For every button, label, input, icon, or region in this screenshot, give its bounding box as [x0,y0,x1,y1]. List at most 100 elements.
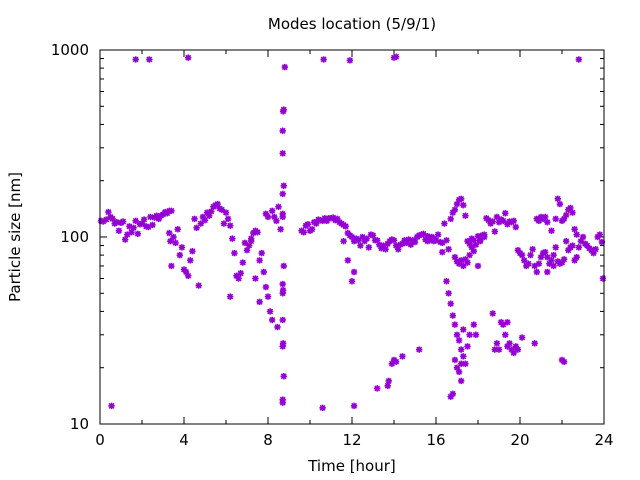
data-point [573,231,580,238]
data-point [140,216,148,223]
data-point [260,268,267,276]
data-point [115,227,123,234]
data-point [384,382,391,390]
data-point [399,353,406,360]
data-points [97,53,607,412]
data-point [476,237,484,244]
data-point [187,257,194,264]
data-point [544,218,551,226]
data-point [470,321,477,328]
data-point [220,220,228,227]
data-point [434,231,442,238]
data-point [266,308,274,315]
y-axis-label: Particle size [nm] [6,172,24,302]
data-point [191,215,198,223]
data-point [350,268,358,276]
data-point [462,212,469,219]
data-point [474,262,482,270]
data-point [449,312,456,319]
data-point [518,334,526,341]
data-point [489,218,496,225]
data-point [563,211,570,219]
data-point [493,340,501,347]
data-point [525,260,532,267]
data-point [464,343,471,350]
data-point [280,182,287,189]
data-point [350,402,358,410]
data-point [510,217,517,225]
data-point [147,213,154,221]
y-tick-label: 1000 [51,41,89,59]
chart-title: Modes location (5/9/1) [268,15,436,33]
data-point [569,242,576,249]
data-point [392,53,400,60]
y-tick-label: 100 [60,228,89,246]
data-point [458,346,465,353]
data-point [453,331,461,338]
data-point [531,340,538,347]
data-point [218,206,225,213]
data-point [348,278,356,285]
data-point [466,251,473,259]
data-point [132,56,139,63]
axis-ticks: 0 4 8 12 16 20 24 10 100 1000 [51,41,614,449]
data-point [363,235,370,242]
data-point [518,251,526,259]
data-point [262,210,270,218]
data-point [342,223,349,230]
data-point [134,230,141,238]
data-point [264,293,272,300]
data-point [176,251,183,259]
data-point [443,237,450,244]
data-point [575,244,582,251]
data-point [201,216,209,224]
data-point [130,224,137,231]
data-point [279,190,286,198]
data-point [464,259,471,266]
data-point [447,300,454,307]
data-point [239,259,246,266]
data-point [599,275,607,282]
data-point [193,224,200,231]
data-point [122,236,129,243]
data-point [279,127,286,134]
data-point [596,231,603,238]
data-point [449,390,456,398]
data-point [274,323,281,331]
data-point [548,257,555,264]
data-point [279,340,287,347]
data-point [308,226,316,233]
data-point [550,251,557,259]
data-point [430,237,438,245]
data-point [411,238,419,246]
data-point [552,244,559,251]
data-point [481,233,488,241]
data-point [460,353,467,360]
data-point [340,237,347,245]
data-point [300,229,307,236]
data-point [489,310,496,317]
data-point [390,237,398,244]
data-point [451,321,459,328]
data-point [550,262,557,270]
data-point [385,377,392,385]
data-point [279,210,286,218]
data-point [189,247,196,255]
data-point [424,237,431,245]
data-point [279,316,286,324]
data-point [231,249,238,257]
data-point [552,215,559,223]
data-point [369,232,377,239]
data-point [573,253,580,261]
x-tick-label: 24 [594,431,613,449]
data-point [529,246,536,253]
data-point [451,356,459,364]
data-point [146,56,153,63]
data-point [382,246,389,253]
data-point [374,385,381,392]
x-axis-label: Time [hour] [307,457,396,475]
data-point [458,377,465,385]
data-point [256,298,263,306]
data-point [178,244,186,251]
